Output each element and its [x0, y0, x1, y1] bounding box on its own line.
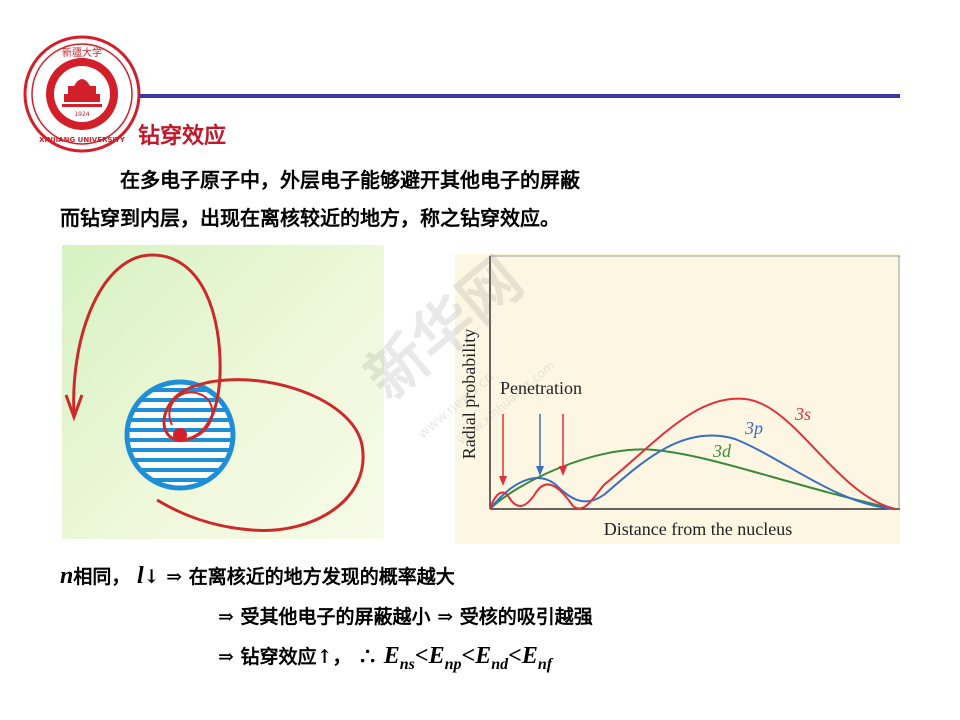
conclusion-text-2a: 受其他电子的屏蔽越小: [240, 606, 431, 628]
arrow-down-icon: ↓: [143, 566, 160, 588]
therefore-icon: ∴: [358, 646, 378, 668]
arrow-red-1-icon: [499, 476, 507, 486]
logo-bottom-text: XINJIANG UNIVERSITY: [39, 136, 126, 144]
implies-icon: ⇒: [166, 566, 183, 588]
comma: ，: [332, 646, 352, 668]
implies-icon: ⇒: [218, 606, 234, 628]
curve-3s: [489, 397, 896, 510]
logo-top-text: 新疆大学: [62, 46, 102, 59]
paragraph-line-1: 在多电子原子中，外层电子能够避开其他电子的屏蔽: [120, 168, 580, 192]
label-3d: 3d: [712, 441, 732, 461]
symbol-n: n: [60, 563, 74, 589]
orbit-path: [72, 253, 365, 532]
penetration-label: Penetration: [500, 378, 582, 398]
conclusion-line-1: n相同， l↓ ⇒ 在离核近的地方发现的概率越大: [60, 562, 455, 590]
arrow-up-icon: ↑: [316, 646, 333, 668]
header-rule: [140, 94, 900, 98]
label-3s: 3s: [794, 404, 811, 424]
curve-3d: [489, 448, 896, 510]
nucleus-dot: [173, 428, 187, 442]
plot-ylabel: Radial probability: [459, 329, 479, 459]
implies-icon: ⇒: [437, 606, 454, 628]
plot-xlabel: Distance from the nucleus: [604, 519, 792, 539]
paragraph-line-2: 而钻穿到内层，出现在离核较近的地方，称之钻穿效应。: [60, 206, 560, 230]
conclusion-line-3: ⇒ 钻穿效应↑， ∴ Ens<Enp<End<Enf: [218, 642, 552, 674]
conclusion-line-2: ⇒ 受其他电子的屏蔽越小 ⇒ 受核的吸引越强: [218, 602, 593, 629]
conclusion-text-3: 钻穿效应: [240, 646, 317, 668]
curve-3p: [489, 434, 896, 510]
arrow-red-2-icon: [559, 466, 567, 476]
conclusion-text-1: 在离核近的地方发现的概率越大: [188, 566, 455, 588]
implies-icon: ⇒: [218, 646, 234, 668]
text-same: 相同，: [73, 566, 131, 588]
penetration-orbit-diagram: [62, 245, 384, 539]
label-3p: 3p: [744, 418, 763, 438]
arrow-blue-icon: [536, 466, 544, 476]
radial-probability-plot: Radial probability Distance from the nuc…: [455, 254, 900, 544]
symbol-l: l: [137, 563, 144, 589]
orbit-arrow-icon: [64, 394, 84, 422]
university-logo: 1924 新疆大学 XINJIANG UNIVERSITY: [23, 35, 141, 153]
logo-year: 1924: [74, 111, 89, 118]
energy-order: Ens<Enp<End<Enf: [383, 643, 553, 673]
orbit-inner-loop: [168, 391, 214, 441]
slide-title: 钻穿效应: [138, 123, 227, 149]
conclusion-text-2b: 受核的吸引越强: [459, 606, 593, 628]
